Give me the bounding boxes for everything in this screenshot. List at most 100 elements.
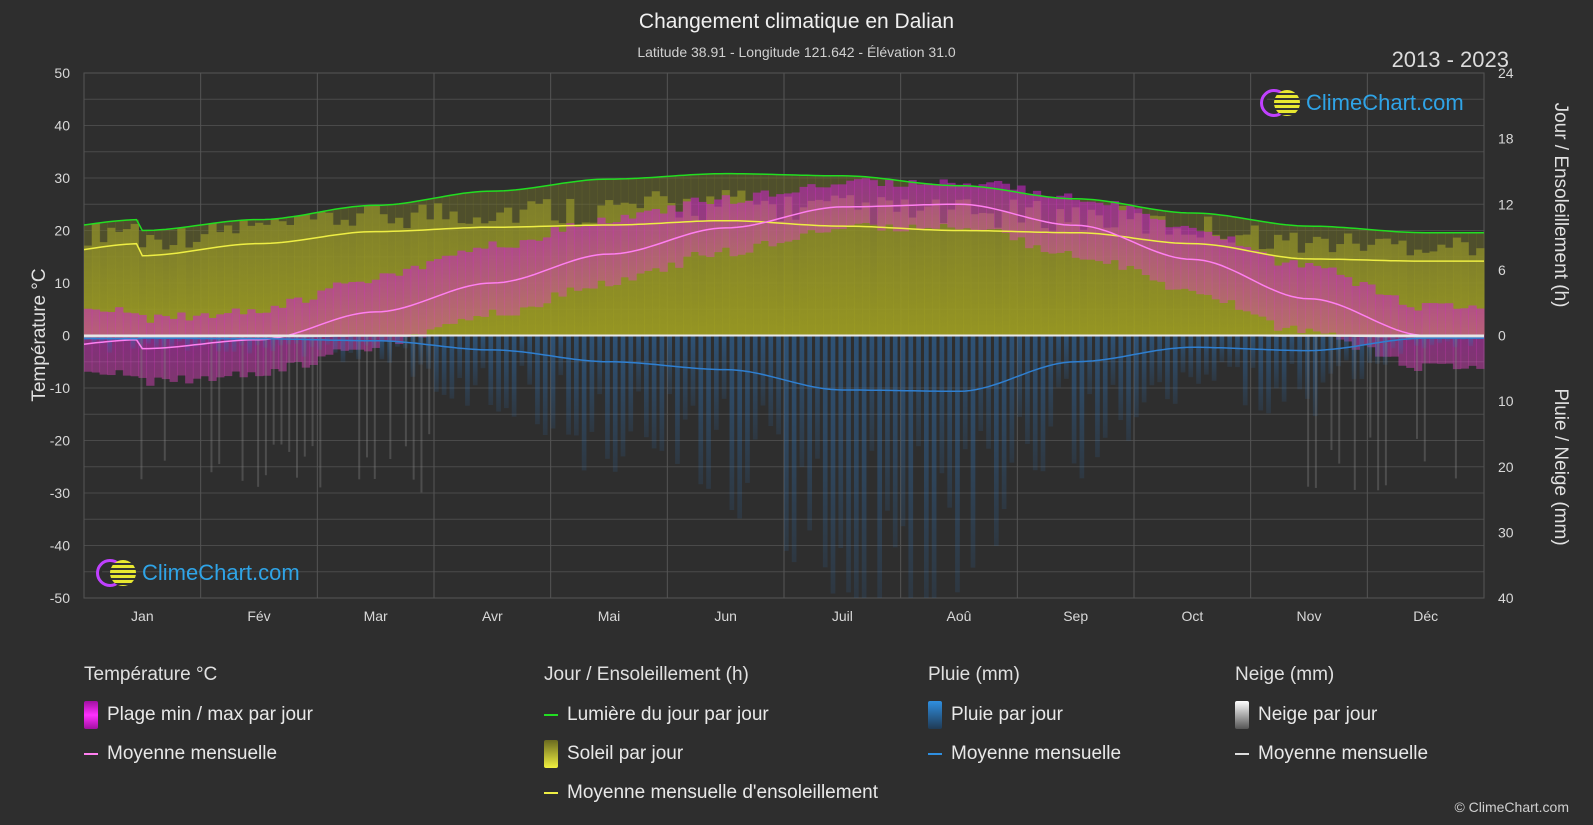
rain-bar	[892, 335, 898, 548]
sunshine-bar	[1056, 209, 1065, 336]
temp-range-bar	[752, 192, 762, 244]
rain-bar	[799, 335, 805, 468]
temp-range-bar	[628, 218, 637, 281]
rain-bar	[1367, 335, 1372, 363]
legend-item: Moyenne mensuelle	[84, 739, 313, 769]
legend-title: Température °C	[84, 664, 218, 685]
rain-bar	[154, 335, 159, 348]
legend-item: Moyenne mensuelle	[928, 739, 1121, 769]
sunshine-bar	[822, 201, 832, 336]
rain-bar	[729, 335, 735, 511]
sunshine-bar	[1001, 211, 1011, 336]
sunshine-bar	[200, 234, 209, 336]
sunshine-bar	[970, 214, 979, 336]
sunshine-bar	[721, 190, 731, 336]
rain-bar	[1102, 335, 1108, 438]
temp-range-bar	[846, 180, 855, 226]
rain-bar	[667, 335, 672, 395]
temp-range-bar	[597, 217, 606, 281]
month-tick-label: Sep	[1063, 608, 1088, 624]
snow-bar	[241, 335, 244, 481]
rain-bar	[1227, 335, 1232, 367]
legend-label: Pluie par jour	[951, 704, 1063, 725]
sunshine-bar	[1102, 227, 1112, 336]
rain-bar	[1305, 335, 1310, 399]
rain-bar	[426, 335, 431, 369]
rain-bar	[768, 335, 774, 427]
temp-range-bar	[970, 185, 979, 232]
temp-range-bar	[815, 187, 824, 233]
temp-range-bar	[1048, 197, 1057, 254]
climate-chart: 50 40 30 20 10 0 -10 -20 -30 -40 -50 24 18 12 6 0 10 20 30…	[50, 65, 1514, 624]
swatch-daylight	[544, 714, 558, 716]
snow-bar	[280, 335, 283, 445]
rain-bar	[1118, 335, 1124, 421]
sunshine-bar	[714, 206, 723, 336]
sunshine-bar	[1429, 251, 1438, 336]
rain-bar	[169, 335, 175, 348]
snow-bar	[389, 335, 392, 460]
rain-bar	[1398, 335, 1404, 354]
temp-range-bar	[706, 204, 715, 258]
sunshine-bar	[371, 205, 381, 336]
sunshine-bar	[169, 245, 178, 336]
rain-bar	[1390, 335, 1396, 349]
temp-range-bar	[675, 211, 684, 268]
rain-bar	[1429, 335, 1435, 346]
sunshine-bar	[1040, 228, 1049, 336]
temp-range-bar	[1032, 190, 1042, 246]
legend-label: Moyenne mensuelle	[107, 743, 278, 764]
temp-range-bar	[892, 186, 902, 232]
temp-range-bar	[1219, 239, 1228, 304]
rain-bar	[278, 335, 284, 346]
temp-range-bar	[1110, 201, 1119, 261]
sunshine-bar	[1452, 237, 1462, 336]
chart-title: Changement climatique en Dalian	[638, 10, 955, 33]
sunshine-bar	[854, 209, 863, 336]
rain-bar	[496, 335, 501, 412]
sunshine-bar	[667, 203, 676, 336]
sunshine-bar	[1460, 242, 1469, 336]
rain-bar	[861, 335, 867, 598]
sunshine-bar	[830, 195, 839, 336]
temp-range-bar	[208, 317, 217, 381]
rain-bar	[270, 335, 276, 352]
temp-range-bar	[1445, 303, 1454, 364]
left-tick-label: -20	[50, 433, 70, 449]
sunshine-bar	[745, 200, 754, 336]
temp-range-bar	[496, 247, 505, 316]
sunshine-bar	[1390, 244, 1399, 336]
left-tick-label: 0	[62, 328, 70, 344]
rain-bar	[550, 335, 556, 429]
rain-bar	[1087, 335, 1092, 395]
legend-label: Lumière du jour par jour	[567, 704, 769, 725]
temp-range-bar	[1390, 295, 1399, 357]
sunshine-bar	[130, 223, 139, 336]
temp-range-bar	[1305, 263, 1314, 329]
rain-bar	[698, 335, 704, 485]
snow-bar	[1423, 335, 1426, 462]
sunshine-bar	[1048, 231, 1057, 336]
snow-bar	[1384, 335, 1387, 486]
temp-range-bar	[192, 315, 202, 379]
temp-range-bar	[356, 281, 365, 350]
rain-bar	[185, 335, 190, 351]
rain-bar	[1351, 335, 1357, 380]
temp-range-bar	[348, 281, 357, 350]
rain-bar	[1157, 335, 1162, 383]
rain-bar	[605, 335, 610, 459]
rain-bar	[597, 335, 602, 395]
rain-bar	[247, 335, 252, 354]
legend-label: Neige par jour	[1258, 704, 1378, 725]
month-tick-label: Juil	[832, 608, 853, 624]
rain-bar	[807, 335, 812, 531]
rain-bar	[161, 335, 167, 350]
snow-bar	[358, 335, 361, 480]
month-tick-label: Avr	[482, 608, 503, 624]
swatch-sunshine-mean	[544, 792, 558, 794]
rain-bar	[900, 335, 906, 527]
temp-range-bar	[364, 283, 373, 352]
rain-bar	[1009, 335, 1015, 463]
sunshine-bar	[317, 211, 326, 336]
temp-range-bar	[1017, 185, 1026, 238]
